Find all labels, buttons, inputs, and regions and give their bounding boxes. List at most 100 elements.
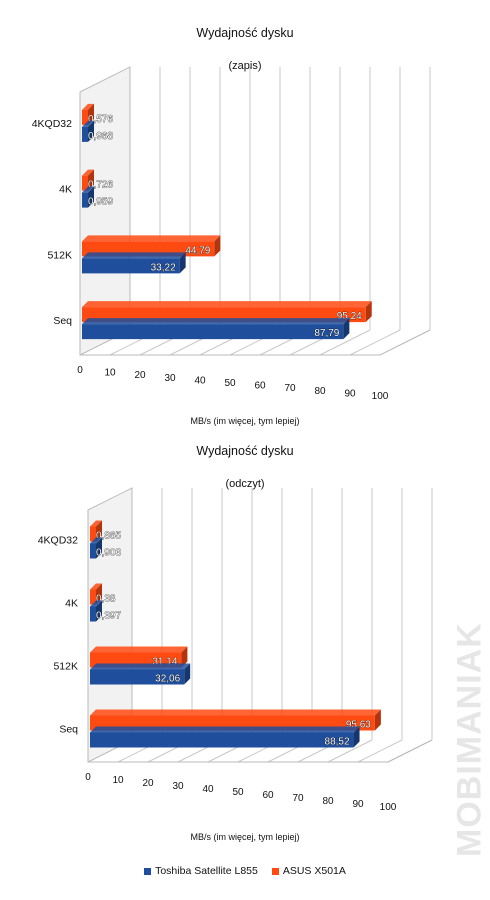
x-tick-label: 20 [142,778,154,789]
chart-subtitle: (zapis) [228,60,261,72]
bar-top [90,726,360,733]
bar-end [88,186,94,208]
data-label: 0,903 [96,548,121,559]
bar-top [82,235,221,242]
bar [82,109,88,125]
chart-write: Wydajność dysku (zapis) 0 10 20 30 40 50 60 70 80 9… [0,0,490,440]
x-tick-label: 70 [284,383,296,394]
category-label: 4KQD32 [38,535,78,547]
bar-end [88,103,94,125]
chart-title: Wydajność dysku [196,444,293,458]
x-tick-label: 0 [85,772,91,783]
x-tick-label: 60 [254,381,266,392]
data-label: 87,79 [314,328,339,339]
bar-end [179,252,186,274]
bar [82,126,88,142]
bar-top [82,318,350,325]
watermark-logo: MOBIMANIAK [450,622,489,858]
bar [90,732,354,748]
chart-write-svg: Wydajność dysku (zapis) 0 10 20 30 40 50 60 70 80 9… [32,26,431,426]
bar [82,324,344,340]
bar [90,543,96,559]
floor-line [357,739,403,763]
data-label: 0,726 [88,180,113,191]
x-tick-label: 40 [194,375,206,386]
bar-top [82,252,186,259]
x-tick-label: 90 [344,388,356,399]
x-tick-label: 40 [202,784,214,795]
legend-swatch-asus [271,867,279,875]
data-label: 95,63 [346,720,371,731]
x-tick-label: 50 [232,787,244,798]
x-tick-label: 50 [224,378,236,389]
legend-item-toshiba: Toshiba Satellite L855 [144,865,258,877]
data-label: 0,576 [88,114,113,125]
bar-top [82,186,94,193]
x-tick-label: 80 [322,796,334,807]
data-label: 0,959 [88,197,113,208]
bar-end [88,169,94,191]
data-label: 0,38 [96,594,116,605]
bar-end [353,726,360,748]
data-label: 0,397 [96,611,121,622]
bar-end [96,600,102,622]
bar-end [96,520,102,542]
data-label: 31,14 [152,657,177,668]
x-tick-label: 90 [352,799,364,810]
x-tick-label: 70 [292,793,304,804]
x-tick-label: 10 [112,775,124,786]
category-label: 4K [59,184,72,196]
category-label: 4K [65,598,78,610]
category-label: Seq [53,315,72,327]
x-tick-label: 80 [314,386,326,397]
category-label: Seq [59,724,78,736]
bar-top [82,169,94,176]
data-label: 0,968 [88,131,113,142]
bar [90,589,96,605]
data-label: 88,52 [325,737,350,748]
x-tick-label: 10 [104,368,116,379]
legend: Toshiba Satellite L855 ASUS X501A [0,860,490,882]
bar-end [96,537,102,559]
bar [82,192,88,208]
bar-end [214,235,221,257]
bar-top [90,537,102,544]
category-label: 4KQD32 [32,118,72,130]
legend-label-toshiba: Toshiba Satellite L855 [155,865,258,877]
bar-top [90,663,191,670]
data-label: 33,22 [151,262,176,273]
chart-subtitle: (odczyt) [225,478,264,490]
x-tick-label: 100 [380,802,397,813]
data-label: 95,24 [337,311,362,322]
bar-top [82,120,94,127]
x-tick-label: 100 [372,391,389,402]
bar-top [82,301,372,308]
x-tick-label: 30 [164,373,176,384]
chart-read: Wydajność dysku (odczyt) 0 10 20 30 40 50 60 70 80… [0,440,490,860]
x-tick-label: 0 [77,365,83,376]
x-axis-label: MB/s (im więcej, tym lepiej) [190,832,299,842]
bar-top [90,646,188,653]
legend-item-asus: ASUS X501A [271,865,346,877]
bar-end [343,318,350,340]
bar-end [181,646,188,668]
floor-line [319,329,371,356]
bar-top [90,520,102,527]
bar-end [365,301,372,323]
category-label: 512K [53,661,78,673]
bar-end [88,120,94,142]
bar-top [82,103,94,110]
chart-read-svg: Wydajność dysku (odczyt) 0 10 20 30 40 50 60 70 80… [38,444,433,842]
bar [90,669,185,685]
x-tick-label: 20 [134,370,146,381]
legend-swatch-toshiba [144,867,152,875]
x-tick-label: 60 [262,790,274,801]
bar-top [90,583,102,590]
data-label: 32,06 [155,674,180,685]
bar [90,606,96,622]
bar-top [90,600,102,607]
legend-label-asus: ASUS X501A [282,865,346,877]
floor-line [349,329,401,356]
floor-line [327,739,373,763]
floor-edge-right [379,329,431,356]
